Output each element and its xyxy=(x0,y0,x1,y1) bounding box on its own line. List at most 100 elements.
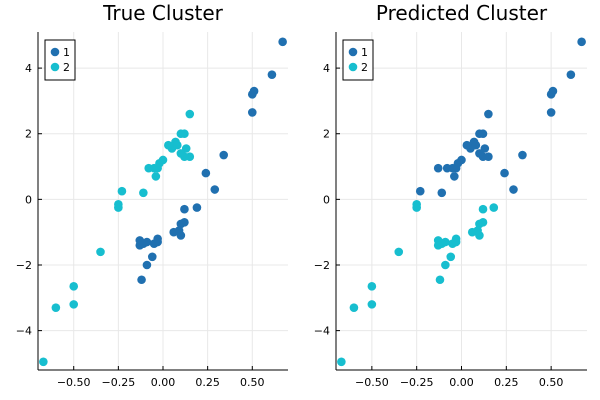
true-cluster-point-series-2 xyxy=(96,247,105,257)
predicted-cluster-point-series-1 xyxy=(577,37,586,47)
predicted-cluster-x-tick-label: 0.50 xyxy=(539,376,564,389)
true-cluster-legend-box xyxy=(44,39,76,81)
predicted-cluster-point-series-1 xyxy=(475,129,484,139)
true-cluster-point-series-1 xyxy=(247,90,257,99)
predicted-cluster-ticks: −0.50 −0.25 0.00 0.25 0.50 −4 −2 0 2 4 xyxy=(314,62,564,389)
predicted-cluster-point-series-1 xyxy=(500,168,509,178)
true-cluster-points xyxy=(39,37,287,367)
true-cluster-point-series-1 xyxy=(210,185,220,194)
true-cluster-y-tick-label: −2 xyxy=(16,259,32,272)
predicted-cluster-point-series-1 xyxy=(509,185,518,194)
true-cluster-point-series-2 xyxy=(51,303,61,312)
predicted-cluster-point-series-2 xyxy=(394,247,404,257)
predicted-cluster-point-series-1 xyxy=(475,149,484,158)
true-cluster-point-series-2 xyxy=(114,203,123,212)
predicted-cluster-panel: Predicted Cluster −0.50 −0.25 0.00 0.25 0.50… xyxy=(314,1,587,389)
predicted-cluster-point-series-2 xyxy=(349,303,359,312)
true-cluster-point-series-1 xyxy=(137,275,146,285)
true-cluster-point-series-1 xyxy=(176,219,186,229)
predicted-cluster-grid xyxy=(336,32,587,370)
predicted-cluster-point-series-2 xyxy=(475,219,484,229)
true-cluster-point-series-1 xyxy=(169,227,179,237)
true-cluster-x-tick-label: −0.25 xyxy=(101,376,135,389)
true-cluster-point-series-1 xyxy=(180,204,189,214)
predicted-cluster-points xyxy=(337,37,586,367)
predicted-cluster-point-series-2 xyxy=(475,231,484,240)
predicted-cluster-point-series-2 xyxy=(467,227,477,237)
predicted-cluster-point-series-1 xyxy=(450,172,459,181)
predicted-cluster-point-series-2 xyxy=(435,275,445,285)
true-cluster-x-tick-label: 0.25 xyxy=(195,376,220,389)
true-cluster-point-series-2 xyxy=(151,172,161,181)
true-cluster-legend-label: 2 xyxy=(63,61,70,74)
true-cluster-point-series-1 xyxy=(267,70,277,79)
predicted-cluster-point-series-1 xyxy=(484,109,493,119)
true-cluster-point-series-2 xyxy=(176,129,186,139)
predicted-cluster-x-tick-label: 0.00 xyxy=(449,376,474,389)
true-cluster-point-series-2 xyxy=(144,163,154,173)
true-cluster-y-tick-label: 2 xyxy=(25,128,32,141)
true-cluster-point-series-2 xyxy=(39,357,48,367)
predicted-cluster-point-series-2 xyxy=(367,282,377,291)
true-cluster-point-series-1 xyxy=(176,231,186,240)
true-cluster-legend-marker-2 xyxy=(50,62,60,72)
predicted-cluster-point-series-2 xyxy=(446,252,456,262)
true-cluster-point-series-2 xyxy=(139,188,148,198)
predicted-cluster-x-tick-label: −0.25 xyxy=(400,376,434,389)
predicted-cluster-point-series-2 xyxy=(433,241,443,250)
predicted-cluster-y-tick-label: −4 xyxy=(314,325,330,338)
true-cluster-title: True Cluster xyxy=(102,1,224,25)
predicted-cluster-point-series-1 xyxy=(415,186,425,196)
predicted-cluster-y-tick-label: 0 xyxy=(323,193,330,206)
predicted-cluster-legend-marker-2 xyxy=(348,62,358,72)
predicted-cluster-point-series-1 xyxy=(546,108,556,117)
predicted-cluster-title: Predicted Cluster xyxy=(376,1,548,25)
predicted-cluster-legend: 12 xyxy=(342,39,374,81)
predicted-cluster-x-tick-label: −0.50 xyxy=(355,376,389,389)
predicted-cluster-point-series-1 xyxy=(518,150,527,160)
true-cluster-point-series-2 xyxy=(185,109,195,119)
true-cluster-point-series-1 xyxy=(147,252,157,262)
true-cluster-x-tick-label: 0.50 xyxy=(240,376,265,389)
true-cluster-x-tick-label: 0.00 xyxy=(151,376,176,389)
predicted-cluster-point-series-2 xyxy=(412,203,421,212)
predicted-cluster-legend-marker-1 xyxy=(348,47,358,57)
true-cluster-legend-label: 1 xyxy=(63,46,70,59)
predicted-cluster-point-series-1 xyxy=(566,70,576,79)
true-cluster-point-series-2 xyxy=(117,186,127,196)
predicted-cluster-point-series-2 xyxy=(337,357,346,367)
predicted-cluster-legend-box xyxy=(342,39,374,81)
true-cluster-point-series-2 xyxy=(176,149,186,158)
true-cluster-legend-marker-1 xyxy=(50,47,60,57)
predicted-cluster-point-series-2 xyxy=(451,237,461,247)
predicted-cluster-point-series-2 xyxy=(441,260,450,270)
predicted-cluster-x-tick-label: 0.25 xyxy=(494,376,519,389)
predicted-cluster-point-series-1 xyxy=(471,140,481,150)
true-cluster-point-series-1 xyxy=(153,237,162,247)
predicted-cluster-y-tick-label: 4 xyxy=(323,62,330,75)
true-cluster-x-tick-label: −0.50 xyxy=(57,376,91,389)
true-cluster-point-series-1 xyxy=(135,241,145,250)
predicted-cluster-point-series-1 xyxy=(442,163,452,173)
true-cluster-y-tick-label: −4 xyxy=(16,325,32,338)
predicted-cluster-point-series-1 xyxy=(546,90,556,99)
true-cluster-legend: 12 xyxy=(44,39,76,81)
predicted-cluster-point-series-1 xyxy=(433,163,443,173)
true-cluster-panel: True Cluster −0.50 −0.25 0.00 0.25 0.50 −4 −2 0… xyxy=(16,1,288,389)
predicted-cluster-point-series-2 xyxy=(367,300,377,309)
true-cluster-point-series-2 xyxy=(172,140,182,150)
predicted-cluster-y-tick-label: 2 xyxy=(323,128,330,141)
true-cluster-point-series-1 xyxy=(192,203,202,212)
true-cluster-y-tick-label: 4 xyxy=(25,62,32,75)
true-cluster-point-series-1 xyxy=(278,37,287,47)
true-cluster-point-series-2 xyxy=(164,140,173,150)
true-cluster-point-series-1 xyxy=(247,108,257,117)
true-cluster-point-series-2 xyxy=(69,300,79,309)
predicted-cluster-point-series-1 xyxy=(437,188,447,198)
true-cluster-ticks: −0.50 −0.25 0.00 0.25 0.50 −4 −2 0 2 4 xyxy=(16,62,265,389)
predicted-cluster-legend-label: 2 xyxy=(361,61,368,74)
true-cluster-y-tick-label: 0 xyxy=(25,193,32,206)
predicted-cluster-point-series-2 xyxy=(489,203,499,212)
